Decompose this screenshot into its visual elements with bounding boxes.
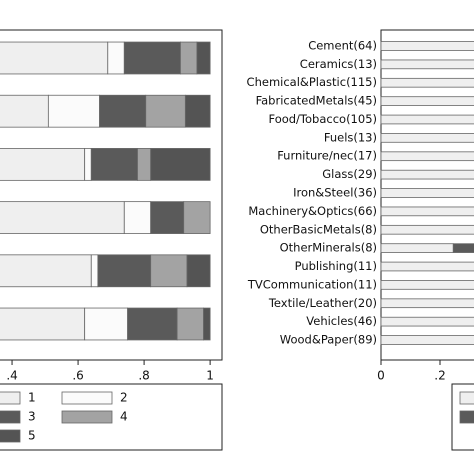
- bar-segment: [90, 148, 138, 181]
- bar-segment: [184, 94, 211, 128]
- x-tick-label: 1: [206, 369, 214, 383]
- bar-segment: [380, 114, 474, 125]
- legend-swatch: [0, 391, 21, 405]
- bar-segment: [0, 254, 92, 288]
- bar-segment: [380, 188, 474, 198]
- bar-segment: [123, 201, 152, 234]
- legend-swatch: [61, 410, 113, 424]
- bar-segment: [452, 243, 474, 253]
- x-tick-label: .8: [138, 369, 149, 383]
- x-tick-label: 0: [377, 369, 385, 383]
- legend-label: 3: [28, 410, 36, 424]
- y-tick-label: Furniture/nec(17): [277, 149, 377, 163]
- y-tick-label: Publishing(11): [295, 259, 377, 273]
- bar-segment: [380, 151, 474, 162]
- y-tick-label: TVCommunication(11): [247, 277, 377, 291]
- bar-segment: [186, 254, 211, 288]
- y-tick-label: Ceramics(13): [300, 57, 377, 71]
- bar-segment: [380, 133, 474, 143]
- bar-segment: [380, 169, 474, 180]
- bar-segment: [380, 206, 474, 217]
- legend-label: 4: [120, 410, 128, 424]
- bar-segment: [380, 96, 474, 106]
- bar-segment: [380, 224, 474, 235]
- bar-segment: [203, 307, 211, 341]
- y-tick-label: Machinery&Optics(66): [248, 204, 377, 218]
- bar-segment: [90, 254, 99, 288]
- y-tick-label: Vehicles(46): [306, 314, 377, 328]
- legend-label: 5: [28, 429, 36, 443]
- y-tick-label: OtherMinerals(8): [280, 241, 377, 255]
- bar-segment: [0, 148, 86, 181]
- bar-segment: [380, 316, 474, 327]
- y-tick-label: Textile/Leather(20): [268, 296, 377, 310]
- bar-segment: [380, 77, 474, 88]
- bar-segment: [137, 148, 152, 181]
- bar-segment: [176, 307, 204, 341]
- bar-segment: [0, 201, 125, 234]
- bar-segment: [97, 254, 152, 288]
- y-tick-label: Glass(29): [322, 167, 377, 181]
- x-tick-label: .2: [434, 369, 445, 383]
- bar-segment: [145, 94, 186, 128]
- y-tick-label: Food/Tobacco(105): [268, 112, 377, 126]
- y-tick-label: Chemical&Plastic(115): [247, 75, 377, 89]
- bar-segment: [196, 41, 211, 75]
- bar-segment: [380, 59, 474, 70]
- bar-segment: [123, 41, 181, 75]
- legend-label: 2: [120, 391, 128, 405]
- bar-segment: [380, 298, 474, 309]
- bar-segment: [107, 41, 125, 75]
- bar-segment: [99, 94, 147, 128]
- bar-segment: [380, 41, 474, 51]
- bar-segment: [0, 41, 109, 75]
- y-tick-label: Iron&Steel(36): [293, 186, 377, 200]
- bar-segment: [0, 307, 86, 341]
- bar-segment: [84, 307, 128, 341]
- legend-swatch: [0, 429, 21, 443]
- bar-segment: [47, 94, 100, 128]
- right-legend-frame: [451, 383, 474, 451]
- y-tick-label: Wood&Paper(89): [280, 333, 377, 347]
- bar-segment: [380, 261, 474, 272]
- bar-segment: [183, 201, 211, 234]
- bar-segment: [380, 243, 454, 253]
- legend-swatch: [459, 391, 474, 405]
- x-tick-label: .4: [6, 369, 17, 383]
- x-tick-label: .6: [72, 369, 83, 383]
- bar-segment: [127, 307, 178, 341]
- left-plot-frame: [0, 29, 223, 361]
- bar-segment: [0, 94, 49, 128]
- y-tick-label: OtherBasicMetals(8): [260, 222, 377, 236]
- y-tick-label: Cement(64): [308, 38, 377, 52]
- legend-label: 1: [28, 391, 36, 405]
- bar-segment: [150, 148, 211, 181]
- y-tick-label: Fuels(13): [324, 130, 377, 144]
- bar-segment: [150, 254, 188, 288]
- bar-segment: [150, 201, 185, 234]
- y-tick-label: FabricatedMetals(45): [256, 94, 377, 108]
- bar-segment: [84, 148, 92, 181]
- bar-segment: [380, 280, 474, 290]
- left-legend-frame: [0, 383, 223, 451]
- bar-segment: [380, 335, 474, 345]
- legend-swatch: [0, 410, 21, 424]
- legend-swatch: [61, 391, 113, 405]
- legend-swatch: [459, 410, 474, 424]
- bar-segment: [180, 41, 198, 75]
